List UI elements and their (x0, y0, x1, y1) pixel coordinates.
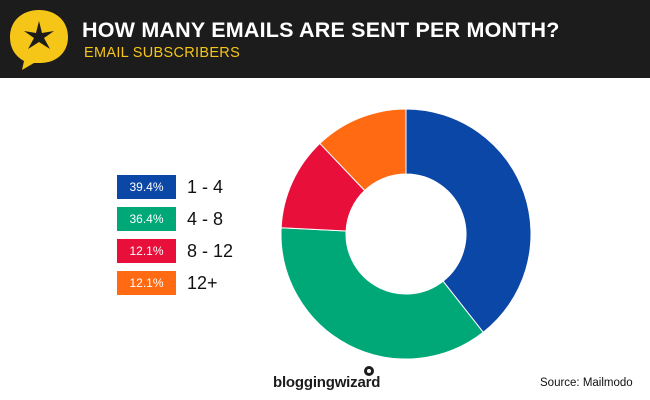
legend-item-12-plus: 12.1% 12+ (117, 271, 277, 295)
legend-value-12-plus: 12.1% (117, 271, 176, 295)
source-text: Source: Mailmodo (540, 377, 633, 389)
legend-value-8-12: 12.1% (117, 239, 176, 263)
legend-item-4-8: 36.4% 4 - 8 (117, 207, 277, 231)
slice-4-8 (280, 227, 484, 360)
legend-value-4-8: 36.4% (117, 207, 176, 231)
legend-label-12-plus: 12+ (187, 273, 218, 293)
chart-title: HOW MANY EMAILS ARE SENT PER MONTH? (82, 18, 560, 42)
slice-1-4 (405, 108, 532, 333)
chart-subtitle: EMAIL SUBSCRIBERS (84, 45, 241, 61)
brand-logo: bloggingwizard (273, 374, 381, 391)
legend-value-1-4: 39.4% (117, 175, 176, 199)
slice-12-plus (319, 108, 407, 192)
legend-item-8-12: 12.1% 8 - 12 (117, 239, 277, 263)
legend-label-4-8: 4 - 8 (187, 209, 224, 229)
header-bar: HOW MANY EMAILS ARE SENT PER MONTH? EMAI… (0, 0, 650, 78)
legend-label-8-12: 8 - 12 (187, 241, 234, 261)
legend-item-1-4: 39.4% 1 - 4 (117, 175, 277, 199)
star-speech-bubble-icon (10, 10, 68, 70)
legend-label-1-4: 1 - 4 (187, 177, 224, 197)
brand-dot-icon (364, 366, 374, 376)
